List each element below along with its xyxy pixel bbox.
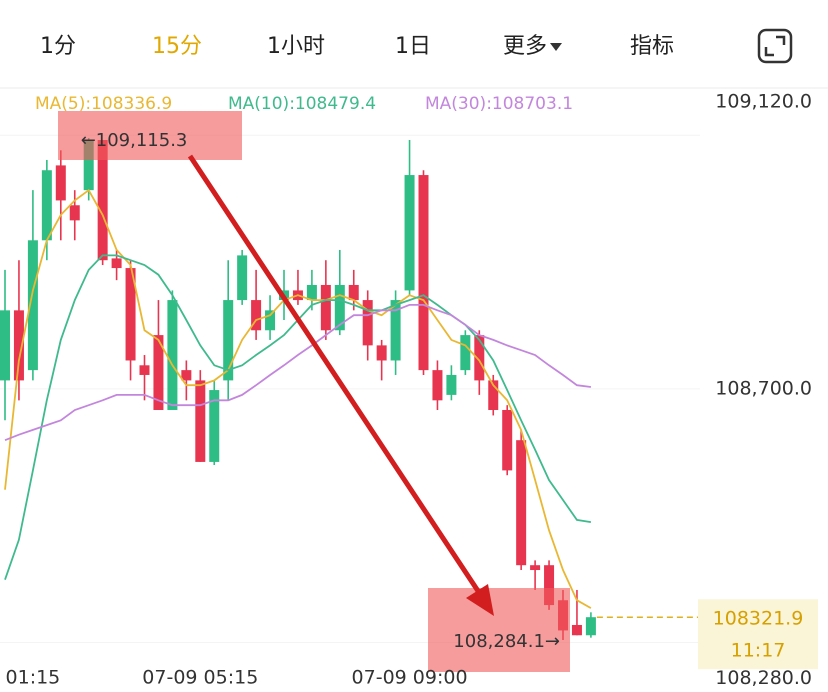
candle-body	[41, 170, 52, 241]
candles	[0, 138, 596, 641]
tab-bar: 1分 15分 1小时 1日 更多 指标	[40, 34, 674, 59]
x-tick-label: 07-09 05:15	[142, 667, 258, 689]
candle-body	[27, 240, 38, 371]
ma-line	[4, 188, 592, 609]
legend: MA(5):108336.9 MA(10):108479.4 MA(30):1087…	[35, 94, 573, 114]
last-price-box	[698, 599, 818, 670]
candle-body	[502, 409, 513, 471]
low-label: 108,284.1→	[453, 631, 560, 652]
candle-body	[320, 284, 331, 331]
candle-body	[153, 335, 164, 410]
candle-body	[209, 390, 220, 462]
candle-body	[446, 374, 457, 395]
candle-body	[390, 300, 401, 361]
tab[interactable]: 1分	[40, 34, 76, 59]
price-labels: ←109,115.3 108,284.1→ 108321.9 11:17	[81, 130, 818, 670]
candle-body	[265, 310, 276, 331]
candle-body	[585, 617, 596, 636]
tab[interactable]: 15分	[152, 34, 202, 59]
candle-body	[474, 335, 485, 381]
y-tick-label: 108,280.0	[715, 667, 812, 689]
last-price: 108321.9	[713, 608, 804, 630]
candle-body	[125, 268, 136, 361]
expand-icon[interactable]	[757, 28, 793, 64]
highlight-box	[58, 111, 242, 160]
ma-line	[4, 304, 592, 442]
expand-corner	[776, 35, 786, 45]
countdown: 11:17	[731, 640, 786, 662]
candle-body	[376, 345, 387, 361]
candle-body	[460, 335, 471, 371]
tab[interactable]: 更多	[503, 34, 547, 59]
candle-body	[237, 255, 248, 301]
expand-frame	[757, 28, 793, 64]
candle-body	[167, 300, 178, 410]
y-tick-label: 108,700.0	[715, 377, 812, 399]
candle-body	[139, 365, 150, 375]
candle-body	[418, 175, 429, 371]
y-tick-label: 109,120.0	[715, 91, 812, 113]
legend-entry: MA(5):108336.9	[35, 94, 172, 114]
tab[interactable]: 指标	[630, 34, 674, 59]
candle-body	[306, 284, 317, 301]
candle-body	[55, 165, 66, 201]
candle-body	[83, 140, 94, 191]
high-label: ←109,115.3	[81, 130, 188, 151]
expand-corner	[764, 47, 774, 57]
tab[interactable]: 1日	[395, 34, 431, 59]
candle-body	[195, 380, 206, 462]
candle-body	[111, 258, 122, 269]
candle-body	[13, 310, 24, 381]
candle-body	[181, 370, 192, 381]
tab[interactable]: 1小时	[267, 34, 325, 59]
candle-body	[362, 300, 373, 346]
candle-body	[251, 300, 262, 331]
candle-body	[334, 284, 345, 331]
legend-entry: MA(30):108703.1	[425, 94, 573, 114]
dropdown-caret	[550, 43, 562, 51]
candle-body	[488, 380, 499, 410]
trend-arrow-head	[466, 584, 494, 616]
x-tick-label: 01:15	[6, 667, 61, 689]
candle-body	[530, 565, 541, 571]
highlight-box	[428, 588, 570, 672]
candle-body	[432, 370, 443, 401]
x-tick-label: 07-09 09:00	[352, 667, 468, 689]
candle-body	[69, 205, 80, 221]
candle-body	[404, 175, 415, 291]
candle-body	[516, 440, 527, 566]
trend-arrow	[187, 154, 483, 596]
legend-entry: MA(10):108479.4	[228, 94, 376, 114]
candle-body	[0, 310, 10, 381]
candle-body	[571, 624, 582, 636]
candle-body	[97, 140, 108, 261]
candle-body	[544, 565, 555, 606]
candle-body	[348, 284, 359, 301]
candle-body	[223, 300, 234, 381]
axes: 109,120.0 108,700.0 108,280.0 01:15 07-09 05…	[6, 91, 812, 689]
